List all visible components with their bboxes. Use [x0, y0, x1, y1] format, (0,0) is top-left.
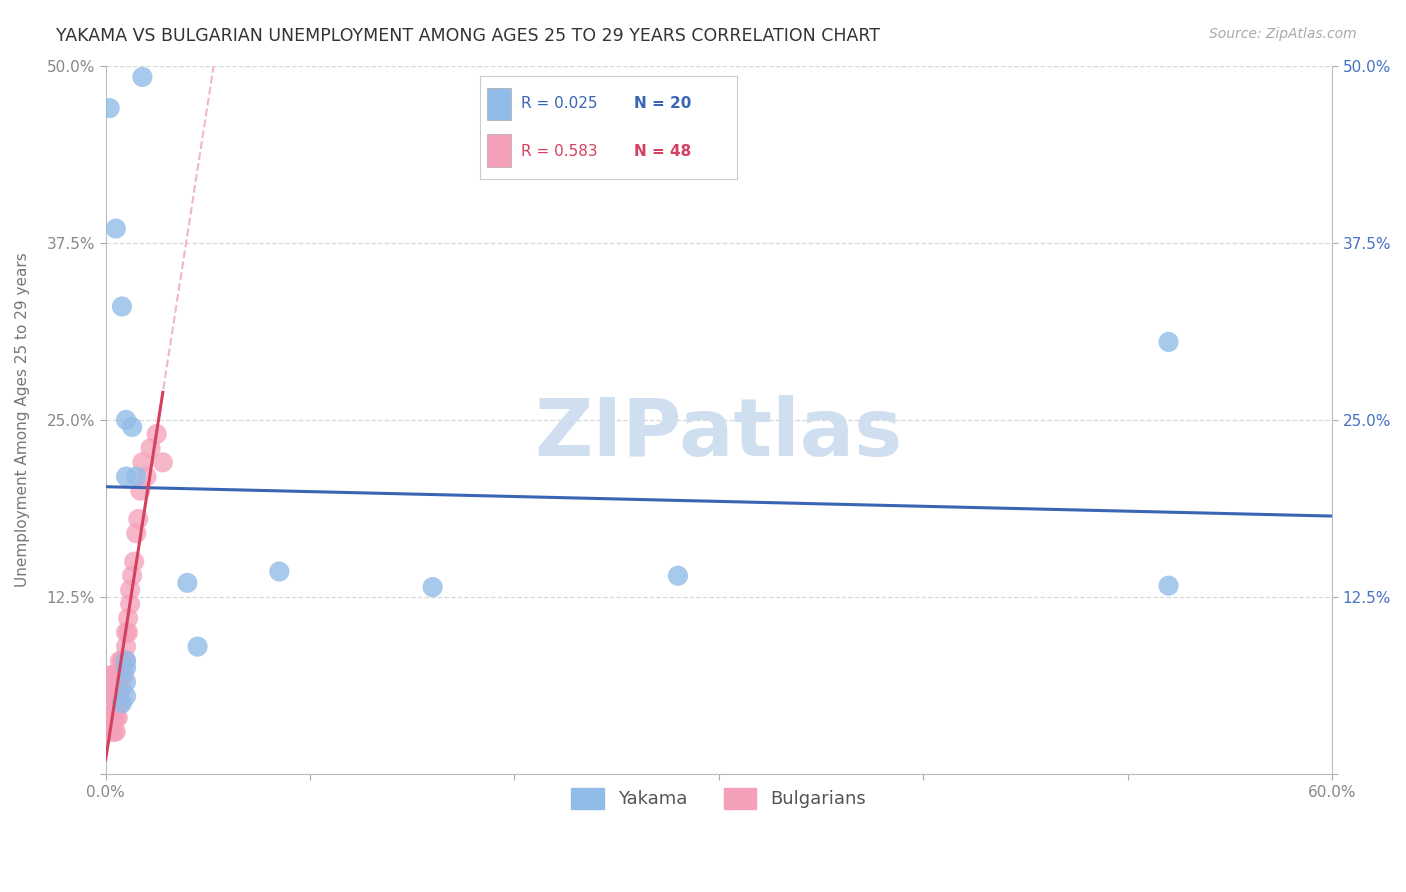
- Point: [104, 221, 127, 235]
- Point: [152, 455, 174, 469]
- Point: [121, 568, 143, 582]
- Point: [103, 682, 125, 697]
- Point: [103, 696, 125, 710]
- Point: [107, 696, 129, 710]
- Point: [120, 582, 142, 597]
- Point: [115, 675, 138, 690]
- Point: [115, 654, 138, 668]
- Text: YAKAMA VS BULGARIAN UNEMPLOYMENT AMONG AGES 25 TO 29 YEARS CORRELATION CHART: YAKAMA VS BULGARIAN UNEMPLOYMENT AMONG A…: [56, 27, 880, 45]
- Point: [176, 575, 198, 590]
- Point: [100, 682, 122, 697]
- Point: [666, 568, 689, 582]
- Point: [1157, 334, 1180, 349]
- Point: [135, 469, 157, 483]
- Point: [107, 668, 129, 682]
- Point: [107, 710, 129, 724]
- Point: [117, 611, 139, 625]
- Point: [127, 512, 149, 526]
- Point: [104, 710, 127, 724]
- Point: [100, 710, 122, 724]
- Point: [129, 483, 152, 498]
- Point: [97, 724, 120, 739]
- Point: [125, 526, 148, 541]
- Point: [108, 668, 131, 682]
- Point: [100, 696, 122, 710]
- Point: [115, 654, 138, 668]
- Point: [131, 455, 153, 469]
- Point: [115, 469, 138, 483]
- Point: [104, 682, 127, 697]
- Point: [131, 70, 153, 84]
- Point: [125, 469, 148, 483]
- Point: [139, 441, 162, 455]
- Text: Source: ZipAtlas.com: Source: ZipAtlas.com: [1209, 27, 1357, 41]
- Point: [103, 724, 125, 739]
- Point: [120, 597, 142, 611]
- Text: ZIPatlas: ZIPatlas: [534, 395, 903, 473]
- Point: [112, 668, 135, 682]
- Point: [1157, 579, 1180, 593]
- Y-axis label: Unemployment Among Ages 25 to 29 years: Unemployment Among Ages 25 to 29 years: [15, 252, 30, 587]
- Point: [111, 696, 134, 710]
- Point: [100, 668, 122, 682]
- Point: [115, 661, 138, 675]
- Point: [122, 555, 145, 569]
- Point: [112, 654, 135, 668]
- Point: [104, 724, 127, 739]
- Point: [117, 625, 139, 640]
- Point: [269, 565, 291, 579]
- Point: [98, 101, 121, 115]
- Point: [145, 427, 167, 442]
- Point: [100, 724, 122, 739]
- Point: [111, 300, 134, 314]
- Point: [121, 420, 143, 434]
- Point: [104, 668, 127, 682]
- Point: [107, 682, 129, 697]
- Point: [115, 625, 138, 640]
- Point: [111, 682, 134, 697]
- Point: [111, 654, 134, 668]
- Point: [115, 689, 138, 703]
- Point: [98, 696, 121, 710]
- Point: [115, 640, 138, 654]
- Point: [103, 668, 125, 682]
- Legend: Yakama, Bulgarians: Yakama, Bulgarians: [564, 780, 873, 816]
- Point: [115, 413, 138, 427]
- Point: [111, 668, 134, 682]
- Point: [103, 710, 125, 724]
- Point: [422, 580, 444, 594]
- Point: [108, 696, 131, 710]
- Point: [187, 640, 209, 654]
- Point: [104, 696, 127, 710]
- Point: [108, 682, 131, 697]
- Point: [108, 654, 131, 668]
- Point: [98, 710, 121, 724]
